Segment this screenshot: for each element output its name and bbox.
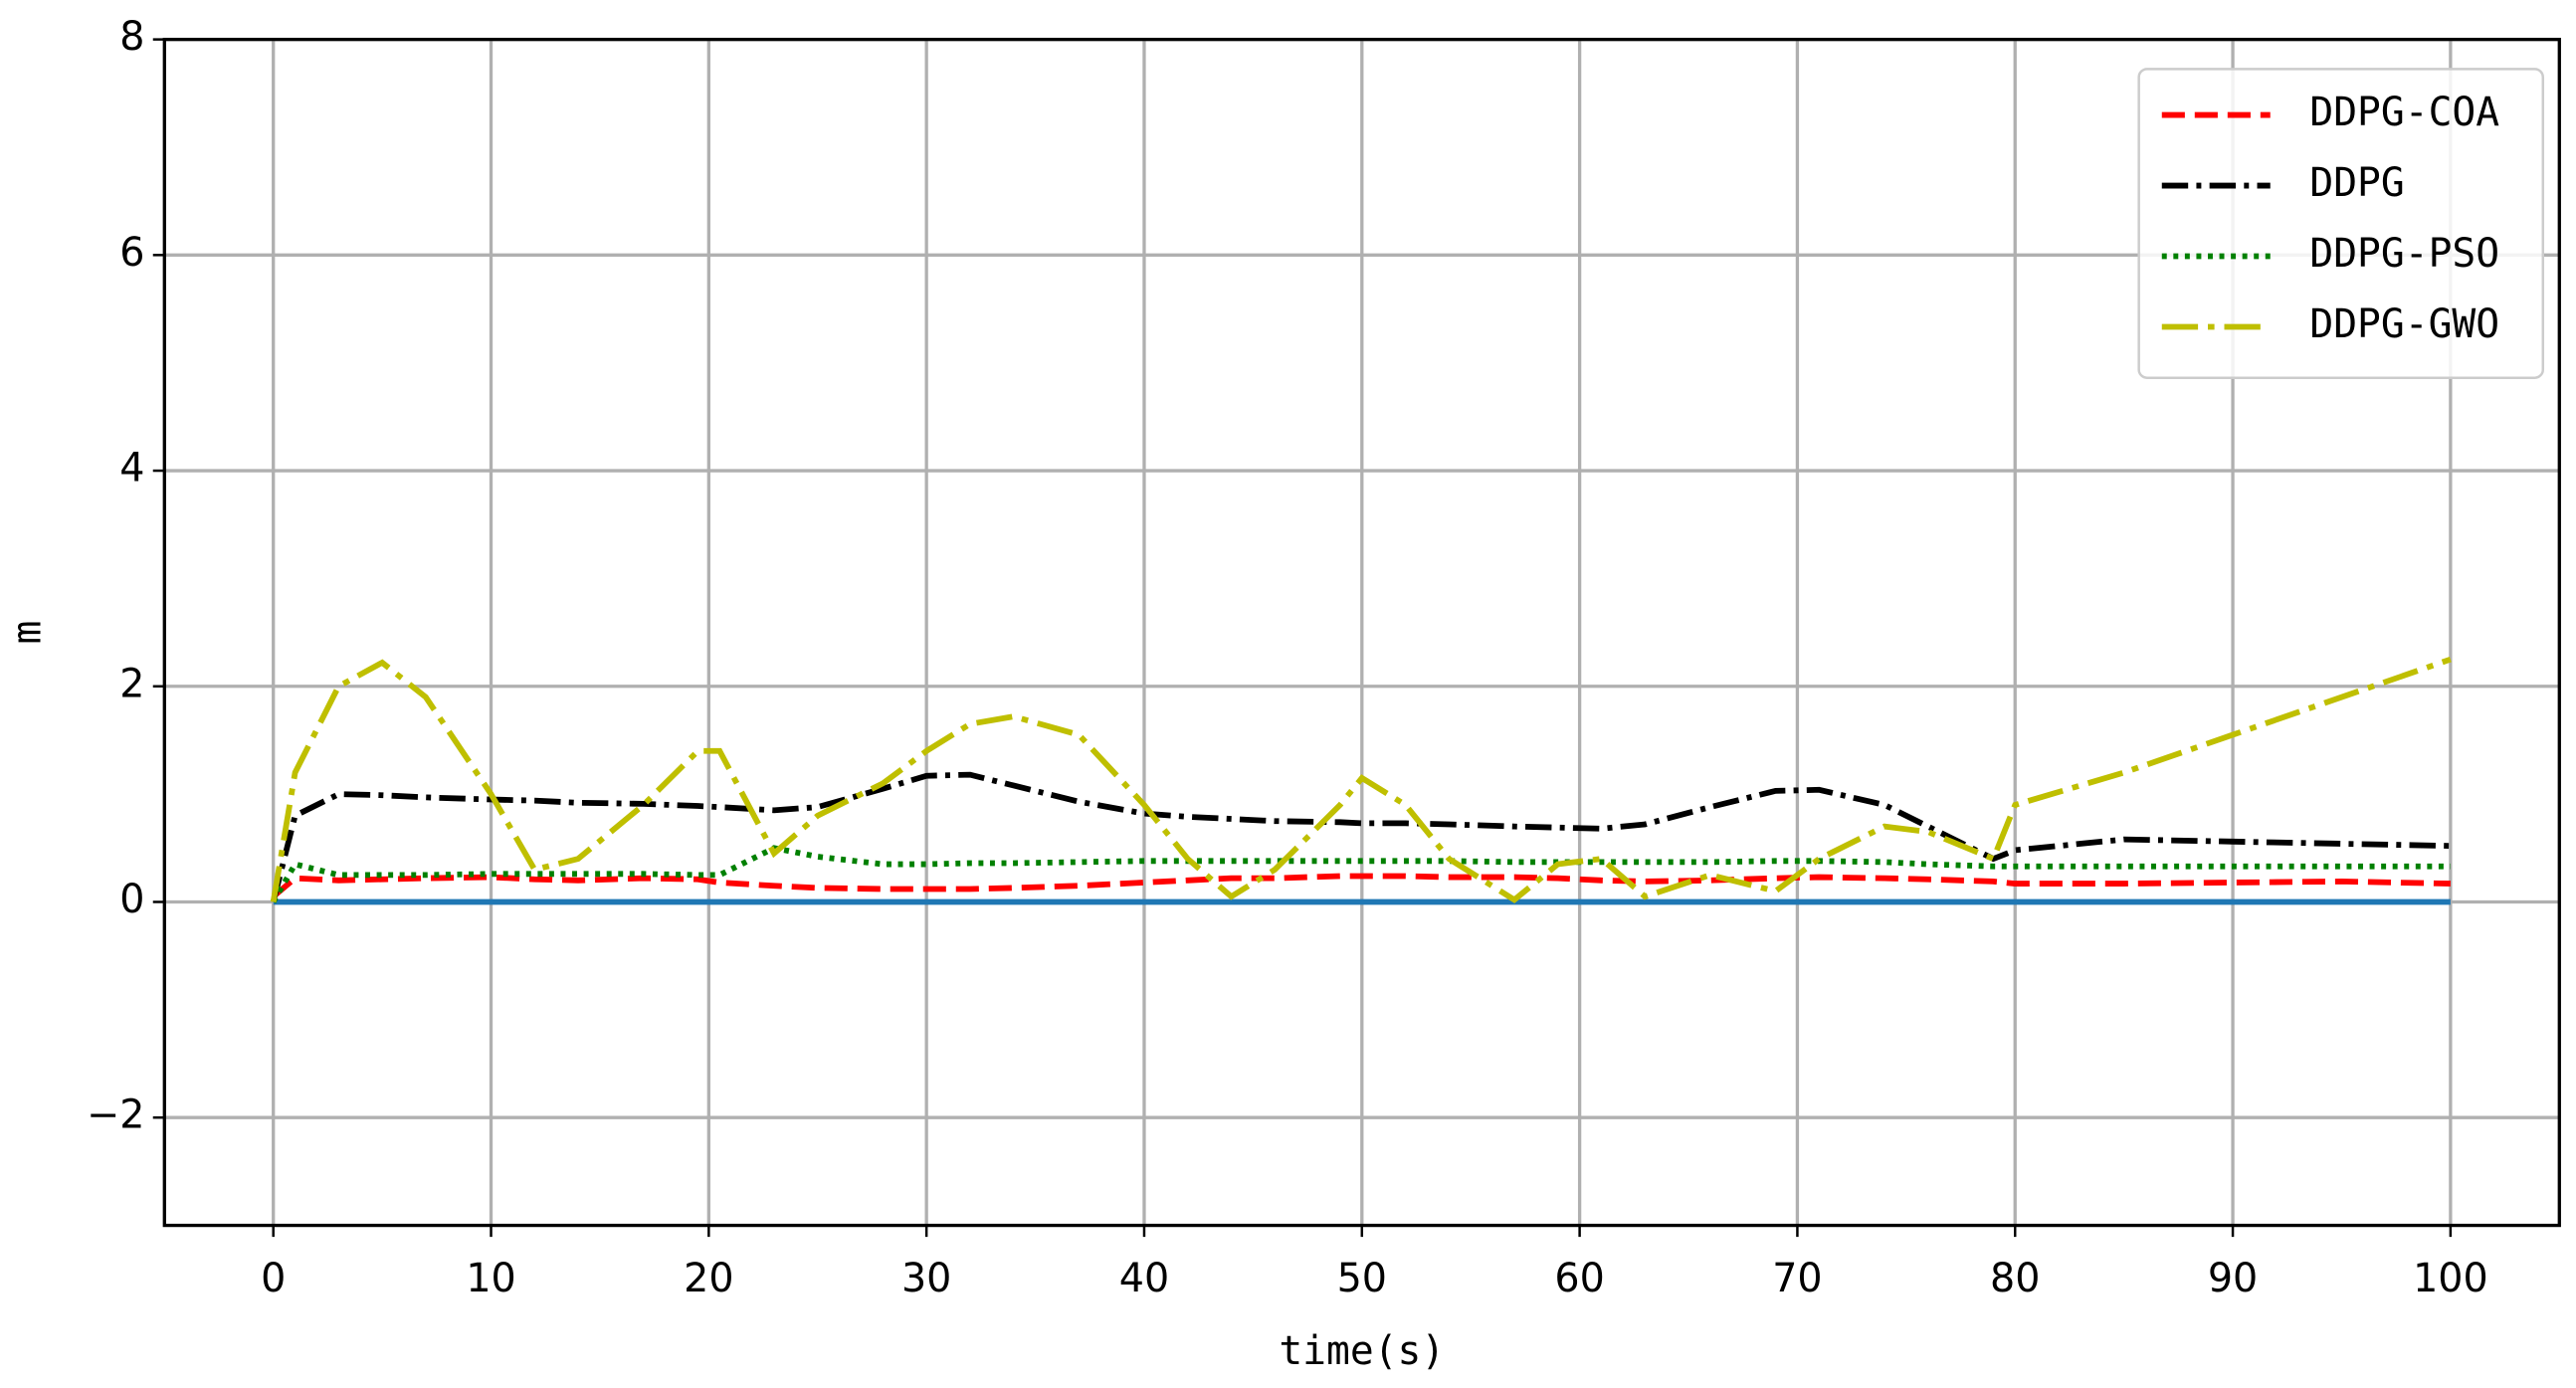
legend-label: DDPG — [2309, 160, 2404, 206]
x-tick-label: 70 — [1772, 1256, 1822, 1301]
x-axis-label: time(s) — [1279, 1328, 1445, 1374]
plot-frame — [162, 37, 2561, 1228]
line — [271, 845, 2451, 903]
x-tick-label: 10 — [466, 1256, 515, 1301]
y-tick-label: 0 — [119, 877, 144, 922]
x-tick-label: 40 — [1119, 1256, 1169, 1301]
x-tick-label: 50 — [1337, 1256, 1387, 1301]
x-tick-label: 30 — [901, 1256, 951, 1301]
legend-label: DDPG-GWO — [2309, 301, 2499, 347]
line — [271, 873, 2451, 899]
line — [270, 771, 2451, 903]
legend-box — [2137, 68, 2545, 379]
y-tick-label: 8 — [119, 14, 144, 60]
x-tick-label: 0 — [261, 1256, 286, 1301]
x-tick-label: 60 — [1554, 1256, 1604, 1301]
y-tick-label: 4 — [119, 446, 144, 492]
y-axis-label: m — [4, 621, 50, 645]
legend-label: DDPG-COA — [2309, 90, 2499, 135]
legend-label: DDPG-PSO — [2309, 231, 2499, 277]
x-tick-label: 90 — [2208, 1256, 2258, 1301]
x-tick-label: 20 — [684, 1256, 733, 1301]
line — [270, 656, 2452, 903]
y-tick-label: 6 — [119, 230, 144, 276]
x-tick-label: 100 — [2413, 1256, 2488, 1301]
y-tick-label: −2 — [87, 1092, 144, 1138]
y-tick-label: 2 — [119, 661, 144, 706]
x-tick-label: 80 — [1990, 1256, 2040, 1301]
